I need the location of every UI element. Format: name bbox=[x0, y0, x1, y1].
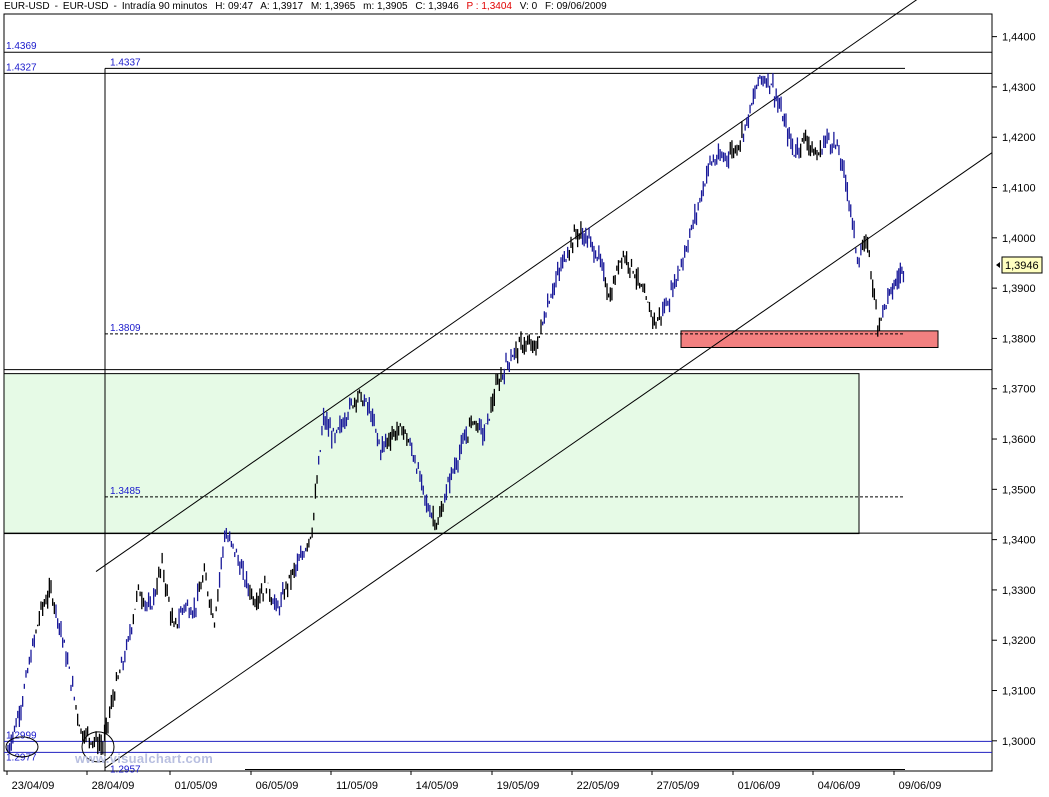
y-tick-label: 1,4400 bbox=[1002, 32, 1036, 44]
x-tick-label: 23/04/09 bbox=[12, 780, 55, 792]
y-tick-label: 1,3500 bbox=[1002, 484, 1036, 496]
y-tick-label: 1,3100 bbox=[1002, 686, 1036, 698]
x-tick-label: 09/06/09 bbox=[899, 780, 942, 792]
x-tick-label: 27/05/09 bbox=[657, 780, 700, 792]
x-tick-label: 11/05/09 bbox=[336, 780, 378, 792]
last-price-pointer bbox=[996, 261, 1000, 268]
y-tick-label: 1,3300 bbox=[1002, 585, 1036, 597]
x-tick-label: 01/05/09 bbox=[175, 780, 218, 792]
level-label: 1.4337 bbox=[110, 57, 141, 68]
low-marker-ellipse bbox=[5, 736, 39, 758]
x-tick-label: 22/05/09 bbox=[577, 780, 620, 792]
level-label: 1.3809 bbox=[110, 323, 141, 334]
y-tick-label: 1,3400 bbox=[1002, 535, 1036, 547]
channel-lower-line bbox=[104, 152, 993, 769]
channel-upper-line bbox=[95, 0, 918, 573]
support-box bbox=[680, 330, 939, 348]
x-tick-label: 28/04/09 bbox=[92, 780, 135, 792]
level-label: 1.2999 bbox=[6, 730, 37, 741]
header-name: EUR-USD bbox=[62, 1, 109, 12]
level-label: 1.3485 bbox=[110, 486, 141, 497]
last-price-box bbox=[1001, 256, 1043, 274]
level-label: 1.2977 bbox=[6, 752, 37, 763]
low-marker-ellipse bbox=[81, 731, 115, 763]
header-interval: Intradía 90 minutos bbox=[121, 1, 208, 12]
y-tick-label: 1,4100 bbox=[1002, 183, 1036, 195]
y-tick-label: 1,3700 bbox=[1002, 384, 1036, 396]
y-tick-label: 1,4200 bbox=[1002, 132, 1036, 144]
level-label: 1.2957 bbox=[110, 764, 141, 775]
header-close: C: 1,3946 bbox=[415, 1, 459, 12]
header-open: A: 1,3917 bbox=[260, 1, 304, 12]
x-tick-label: 19/05/09 bbox=[497, 780, 540, 792]
header-low: m: 1,3905 bbox=[363, 1, 408, 12]
header-symbol: EUR-USD bbox=[4, 1, 50, 12]
y-tick-label: 1,4000 bbox=[1002, 233, 1036, 245]
y-tick-label: 1,3200 bbox=[1002, 635, 1036, 647]
consolidation-range bbox=[3, 373, 860, 535]
y-tick-label: 1,3600 bbox=[1002, 434, 1036, 446]
header-high: M: 1,3965 bbox=[310, 1, 356, 12]
header-p: P : 1,3404 bbox=[466, 1, 512, 12]
header-time: H: 09:47 bbox=[215, 1, 254, 12]
x-tick-label: 14/05/09 bbox=[416, 780, 459, 792]
chart-header: EUR-USD - EUR-USD - Intradía 90 minutos H: 0… bbox=[4, 1, 607, 12]
x-tick-label: 01/06/09 bbox=[738, 780, 781, 792]
level-label: 1.4369 bbox=[6, 41, 37, 52]
last-price-label: 1,3946 bbox=[1005, 260, 1039, 272]
level-label: 1.4327 bbox=[6, 62, 37, 73]
x-tick-label: 04/06/09 bbox=[818, 780, 861, 792]
y-tick-label: 1,4300 bbox=[1002, 82, 1036, 94]
y-tick-label: 1,3900 bbox=[1002, 283, 1036, 295]
header-date: F: 09/06/2009 bbox=[544, 1, 607, 12]
price-series bbox=[7, 73, 905, 756]
y-tick-label: 1,3000 bbox=[1002, 736, 1036, 748]
header-volume: V: 0 bbox=[519, 1, 538, 12]
watermark: www.visualchart.com bbox=[75, 751, 214, 766]
x-tick-label: 06/05/09 bbox=[256, 780, 299, 792]
y-tick-label: 1,3800 bbox=[1002, 333, 1036, 345]
